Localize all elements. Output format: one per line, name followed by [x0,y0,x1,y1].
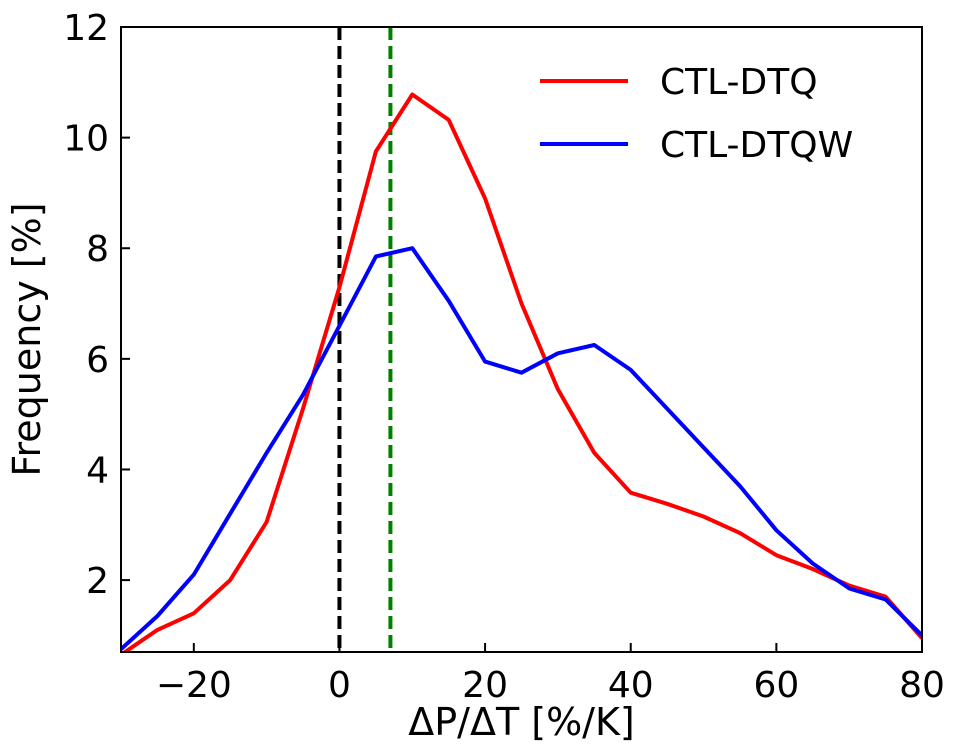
y-tick-label: 10 [63,119,109,160]
legend: CTL-DTQ CTL-DTQW [540,62,853,166]
x-axis-title: ΔP/ΔT [%/K] [408,700,634,744]
x-tick-label: 20 [462,665,508,706]
x-tick-label: −20 [156,665,232,706]
y-tick-label: 4 [86,450,109,491]
y-tick-label: 12 [63,8,109,49]
x-tick-label: 80 [899,665,945,706]
x-tick-label: 60 [753,665,799,706]
x-tick-label: 0 [328,665,351,706]
y-tick-label: 2 [86,561,109,602]
series-line-1 [121,92,922,652]
y-tick-label: 6 [86,340,109,381]
series-line-2 [121,246,922,651]
axes: −20 0 20 40 60 80 2 4 6 8 10 12 [63,8,945,706]
legend-label-2: CTL-DTQW [660,125,853,166]
y-tick-label: 8 [86,229,109,270]
x-tick-label: 40 [608,665,654,706]
plot-frame [120,26,923,653]
y-axis-title: Frequency [%] [5,202,49,476]
plot-area [121,27,922,652]
legend-label-1: CTL-DTQ [660,62,818,103]
